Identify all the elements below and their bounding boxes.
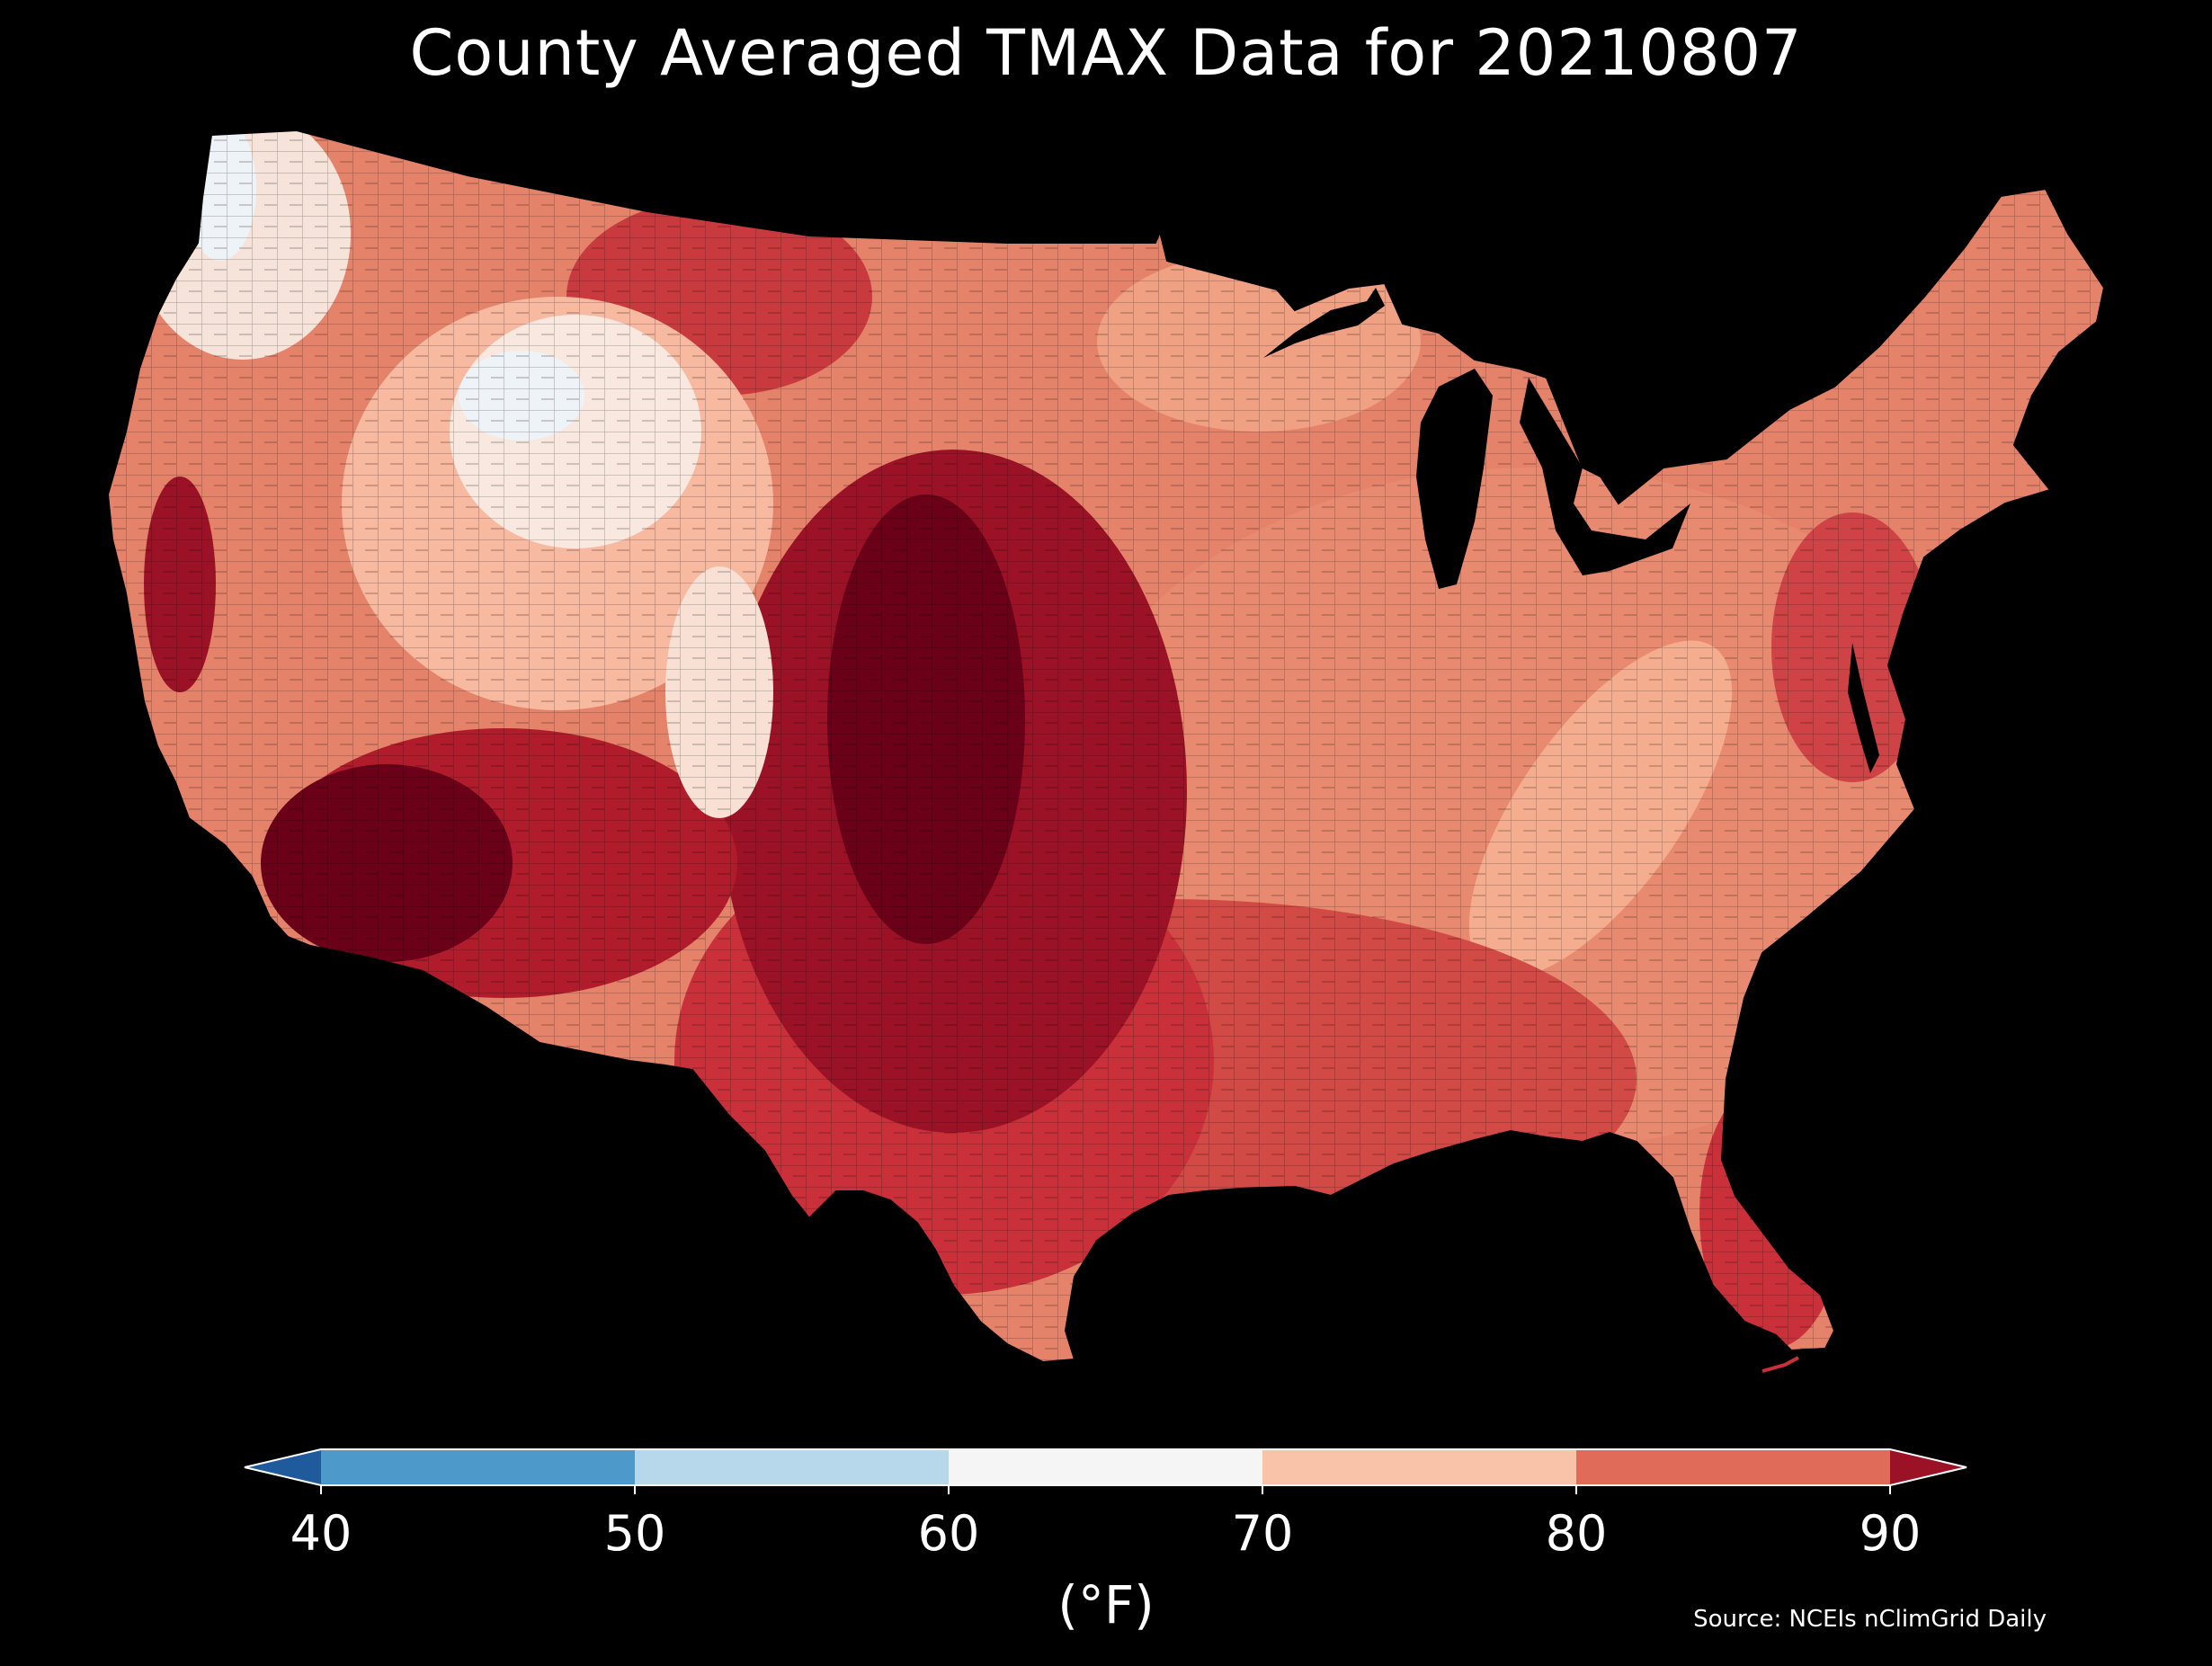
colorbar-segment	[1576, 1449, 1891, 1485]
colorbar: 40 50 60 70 80 90 (°F)	[244, 1448, 1967, 1635]
colorbar-tick-label: 60	[918, 1505, 980, 1562]
colorbar-segment	[949, 1449, 1263, 1485]
colorbar-tick-label: 50	[604, 1505, 666, 1562]
colorbar-tick-label: 80	[1546, 1505, 1608, 1562]
colorbar-tick-label: 70	[1232, 1505, 1294, 1562]
colorbar-extend-low	[245, 1449, 321, 1485]
source-label: Source: NCEIs nClimGrid Daily	[1693, 1606, 2047, 1633]
us-county-map	[106, 129, 2106, 1373]
map-title: County Averaged TMAX Data for 20210807	[409, 16, 1803, 90]
colorbar-segment	[1262, 1449, 1577, 1485]
lake-huron-erie	[1520, 378, 1690, 575]
lake-superior	[1263, 288, 1385, 358]
florida-keys	[1762, 1356, 1799, 1373]
colorbar-units-label: (°F)	[1057, 1574, 1155, 1635]
colorbar-segment	[635, 1449, 950, 1485]
colorbar-segments	[244, 1448, 1967, 1486]
colorbar-extend-high	[1890, 1449, 1967, 1485]
county-boundaries	[108, 130, 2104, 1362]
lake-michigan	[1416, 369, 1493, 589]
colorbar-ticks: 40 50 60 70 80 90	[290, 1485, 1922, 1562]
chesapeake-bay	[1848, 643, 1879, 773]
colorbar-tick-label: 40	[290, 1505, 352, 1562]
colorbar-segment	[321, 1449, 636, 1485]
colorbar-tick-label: 90	[1860, 1505, 1922, 1562]
us-outline	[106, 129, 2106, 1364]
